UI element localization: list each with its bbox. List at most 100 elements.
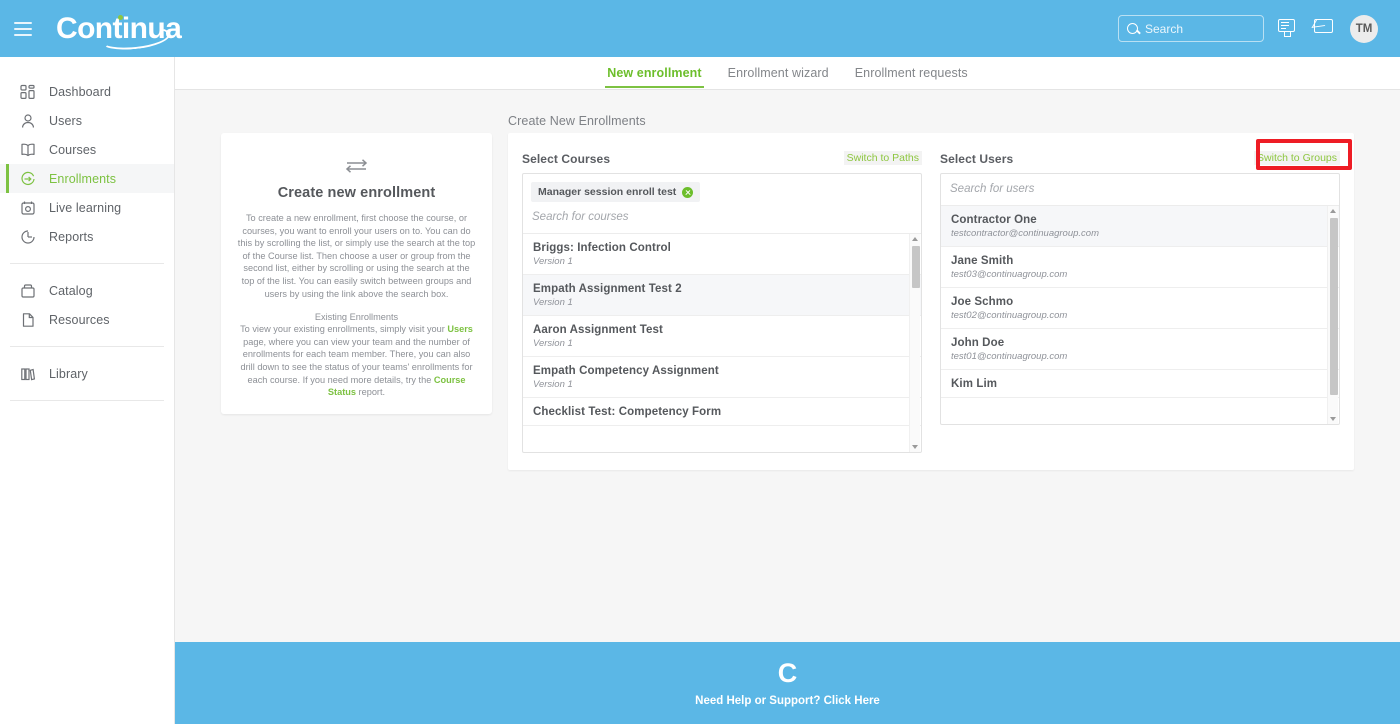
- tab-enrollment-wizard[interactable]: Enrollment wizard: [727, 66, 829, 80]
- user-search-input[interactable]: Search for users: [941, 174, 1339, 206]
- avatar[interactable]: TM: [1350, 14, 1378, 43]
- list-item[interactable]: Empath Competency Assignment Version 1: [523, 357, 921, 398]
- scrollbar-thumb[interactable]: [911, 246, 920, 288]
- user-name: Contractor One: [951, 214, 1037, 226]
- scroll-up-arrow-icon[interactable]: [1330, 209, 1336, 213]
- select-courses-panel: Select Courses Switch to Paths Manager s…: [522, 150, 922, 453]
- sidebar-divider: [10, 346, 164, 347]
- course-title: Aaron Assignment Test: [533, 324, 663, 336]
- footer: C Need Help or Support? Click Here: [175, 642, 1400, 724]
- tab-enrollment-requests[interactable]: Enrollment requests: [854, 66, 968, 80]
- mail-icon[interactable]: [1314, 18, 1336, 39]
- create-new-enrollment-info-card: Create new enrollment To create a new en…: [221, 133, 492, 414]
- brand-logo[interactable]: Continua: [56, 13, 182, 53]
- scrollbar-thumb[interactable]: [1329, 218, 1338, 395]
- sidebar-item-library[interactable]: Library: [0, 359, 174, 388]
- user-email: testcontractor@continuagroup.com: [951, 228, 1099, 239]
- courses-select-box: Manager session enroll test Search for c…: [522, 173, 922, 453]
- list-item[interactable]: Briggs: Infection Control Version 1: [523, 234, 921, 275]
- list-item[interactable]: Kim Lim: [941, 370, 1339, 398]
- sidebar-item-label: Courses: [49, 142, 97, 157]
- selected-course-chip[interactable]: Manager session enroll test: [531, 182, 701, 202]
- sidebar-item-dashboard[interactable]: Dashboard: [0, 77, 174, 106]
- select-users-panel: Select Users Switch to Groups Search for…: [940, 150, 1340, 425]
- user-name: Joe Schmo: [951, 296, 1014, 308]
- live-learning-icon: [21, 201, 35, 215]
- list-item[interactable]: Checklist Test: Competency Form: [523, 398, 921, 426]
- user-icon: [22, 113, 34, 128]
- list-item[interactable]: Jane Smith test03@continuagroup.com: [941, 247, 1339, 288]
- course-title: Empath Assignment Test 2: [533, 283, 682, 295]
- search-input[interactable]: Search: [1118, 15, 1264, 42]
- user-email: test03@continuagroup.com: [951, 269, 1068, 280]
- sidebar-item-label: Reports: [49, 229, 94, 244]
- list-item[interactable]: John Doe test01@continuagroup.com: [941, 329, 1339, 370]
- switch-to-paths-link[interactable]: Switch to Paths: [843, 151, 922, 165]
- reports-icon: [21, 229, 35, 244]
- sidebar-item-live-learning[interactable]: Live learning: [0, 193, 174, 222]
- course-version: Version 1: [533, 256, 573, 267]
- list-item[interactable]: Empath Assignment Test 2 Version 1: [523, 275, 921, 316]
- footer-help-link[interactable]: Need Help or Support? Click Here: [695, 694, 880, 707]
- sidebar-item-label: Library: [49, 366, 88, 381]
- user-name: Jane Smith: [951, 255, 1014, 267]
- sidebar-item-label: Dashboard: [49, 84, 112, 99]
- switch-to-groups-link[interactable]: Switch to Groups: [1254, 151, 1340, 165]
- selected-courses-chips: Manager session enroll test: [523, 174, 921, 202]
- library-icon: [21, 367, 36, 380]
- course-status-link[interactable]: Course Status: [327, 374, 466, 398]
- sidebar-item-courses[interactable]: Courses: [0, 135, 174, 164]
- sidebar-item-catalog[interactable]: Catalog: [0, 276, 174, 305]
- enrollment-panels-card: Select Courses Switch to Paths Manager s…: [508, 133, 1354, 470]
- list-item[interactable]: Contractor One testcontractor@continuagr…: [941, 206, 1339, 247]
- footer-logo: C: [777, 657, 798, 688]
- sidebar-item-label: Users: [49, 113, 83, 128]
- scroll-down-arrow-icon[interactable]: [1330, 417, 1336, 421]
- list-item[interactable]: Joe Schmo test02@continuagroup.com: [941, 288, 1339, 329]
- scroll-up-arrow-icon[interactable]: [912, 237, 918, 241]
- scroll-down-arrow-icon[interactable]: [912, 445, 918, 449]
- info-body-pre: To view your existing enrollments, simpl…: [240, 324, 448, 335]
- select-users-title: Select Users: [940, 152, 1014, 166]
- brand-dot-icon: [118, 14, 123, 20]
- page-title: Create New Enrollments: [508, 114, 646, 128]
- info-card-title: Create new enrollment: [277, 185, 436, 201]
- sidebar-item-users[interactable]: Users: [0, 106, 174, 135]
- sidebar-item-enrollments[interactable]: Enrollments: [0, 164, 174, 193]
- enrollment-tabs: New enrollment Enrollment wizard Enrollm…: [175, 57, 1400, 90]
- user-email: test01@continuagroup.com: [951, 351, 1068, 362]
- users-link[interactable]: Users: [447, 324, 473, 335]
- monitor-icon[interactable]: [1278, 18, 1300, 39]
- close-circle-icon[interactable]: [682, 186, 694, 198]
- user-list[interactable]: Contractor One testcontractor@continuagr…: [941, 206, 1339, 424]
- tab-new-enrollment[interactable]: New enrollment: [605, 59, 705, 88]
- user-name: John Doe: [951, 337, 1005, 349]
- user-name: Kim Lim: [951, 378, 998, 390]
- course-title: Checklist Test: Competency Form: [533, 406, 722, 418]
- sidebar-item-resources[interactable]: Resources: [0, 305, 174, 334]
- book-icon: [21, 143, 35, 156]
- course-title: Empath Competency Assignment: [533, 365, 719, 377]
- search-placeholder: Search: [1145, 21, 1184, 36]
- sidebar-divider: [10, 263, 164, 264]
- info-card-paragraph: To create a new enrollment, first choose…: [237, 213, 476, 299]
- info-card-existing-enrollments-text: To view your existing enrollments, simpl…: [237, 323, 476, 399]
- sidebar-item-reports[interactable]: Reports: [0, 222, 174, 251]
- list-item[interactable]: Aaron Assignment Test Version 1: [523, 316, 921, 357]
- course-list[interactable]: Briggs: Infection Control Version 1 Empa…: [523, 234, 921, 452]
- swap-arrows-icon: [345, 159, 367, 173]
- main-content: Create new enrollment To create a new en…: [175, 90, 1400, 642]
- chip-label: Manager session enroll test: [538, 186, 677, 198]
- sidebar-item-label: Catalog: [49, 283, 93, 298]
- resources-icon: [22, 312, 34, 327]
- course-list-scrollbar[interactable]: [909, 234, 920, 452]
- select-courses-title: Select Courses: [522, 152, 611, 166]
- hamburger-icon[interactable]: [14, 17, 38, 41]
- enrollments-icon: [21, 171, 35, 185]
- sidebar-divider: [10, 400, 164, 401]
- user-list-scrollbar[interactable]: [1327, 206, 1338, 424]
- sidebar: Dashboard Users Courses: [0, 57, 175, 724]
- course-search-input[interactable]: Search for courses: [523, 202, 921, 234]
- sidebar-group-secondary: Catalog Resources: [0, 270, 174, 340]
- catalog-icon: [21, 283, 35, 298]
